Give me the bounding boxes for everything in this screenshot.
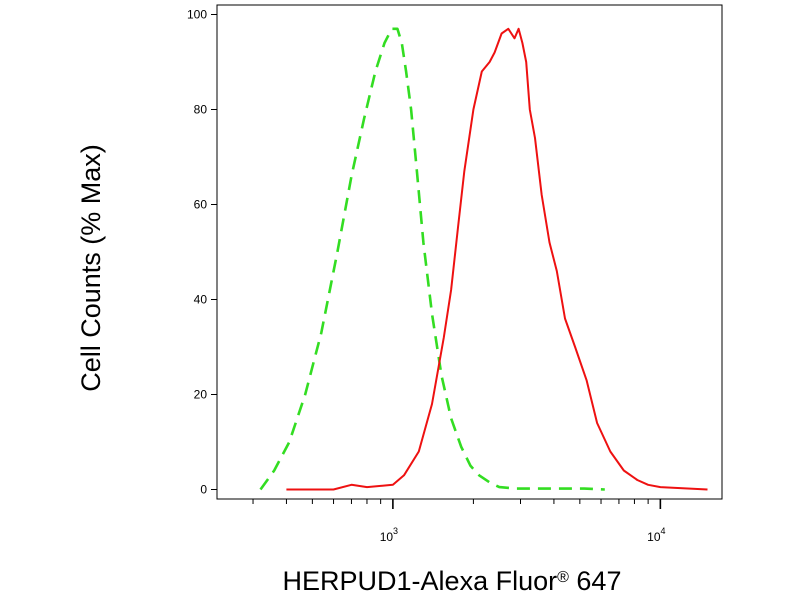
x-tick-label-exponent: 4 (661, 526, 666, 536)
x-tick-label-exponent: 3 (393, 526, 398, 536)
x-axis-title-main: HERPUD1-Alexa Fluor (283, 566, 558, 596)
series-layer (259, 27, 708, 491)
y-axis: 0 20 40 60 80 100 (187, 8, 217, 497)
y-tick-label: 0 (200, 483, 207, 497)
x-tick-label: 103 (380, 526, 398, 544)
plot-area-frame (216, 4, 723, 500)
sample-histogram-line (286, 27, 708, 491)
control-histogram-line (259, 27, 605, 491)
y-tick-label: 20 (194, 388, 208, 402)
y-tick-label: 80 (194, 103, 208, 117)
x-axis-title: HERPUD1-Alexa Fluor® 647 (283, 566, 622, 596)
y-tick-label: 60 (194, 198, 208, 212)
y-tick-label: 100 (187, 8, 207, 22)
x-tick-label-base: 10 (647, 530, 661, 544)
x-axis: 103104105 (252, 499, 666, 544)
x-axis-title-registered-mark: ® (557, 569, 569, 586)
y-axis-title: Cell Counts (% Max) (76, 144, 106, 392)
x-tick-label: 104 (647, 526, 665, 544)
y-tick-label: 40 (194, 293, 208, 307)
x-tick-label-base: 10 (380, 530, 394, 544)
x-axis-title-suffix: 647 (569, 566, 622, 596)
